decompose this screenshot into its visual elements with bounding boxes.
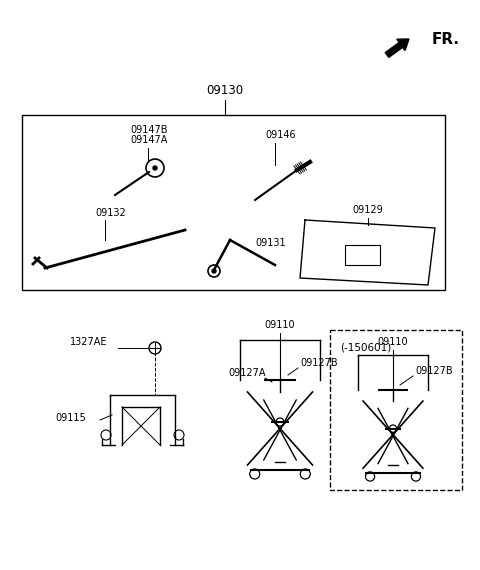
Text: (-150601): (-150601) — [340, 342, 391, 352]
Circle shape — [212, 269, 216, 273]
Circle shape — [153, 166, 157, 170]
Text: 09130: 09130 — [206, 84, 243, 97]
Text: 09131: 09131 — [255, 238, 286, 248]
Text: 09127A: 09127A — [228, 368, 265, 378]
Text: 09129: 09129 — [353, 205, 384, 215]
Text: 09132: 09132 — [95, 208, 126, 218]
Text: 09147B: 09147B — [130, 125, 168, 135]
Text: 09147A: 09147A — [130, 135, 168, 145]
Text: 09127B: 09127B — [415, 366, 453, 376]
Bar — [22, 115, 445, 290]
Text: 09110: 09110 — [264, 320, 295, 330]
Text: FR.: FR. — [432, 32, 460, 47]
Text: 09110: 09110 — [378, 337, 408, 347]
Bar — [345, 245, 380, 265]
Text: 09127B: 09127B — [300, 358, 337, 368]
Text: 1327AE: 1327AE — [70, 337, 108, 347]
FancyArrow shape — [385, 39, 409, 58]
Text: 09115: 09115 — [55, 413, 86, 423]
Text: 09146: 09146 — [265, 130, 296, 140]
Bar — [330, 330, 462, 490]
